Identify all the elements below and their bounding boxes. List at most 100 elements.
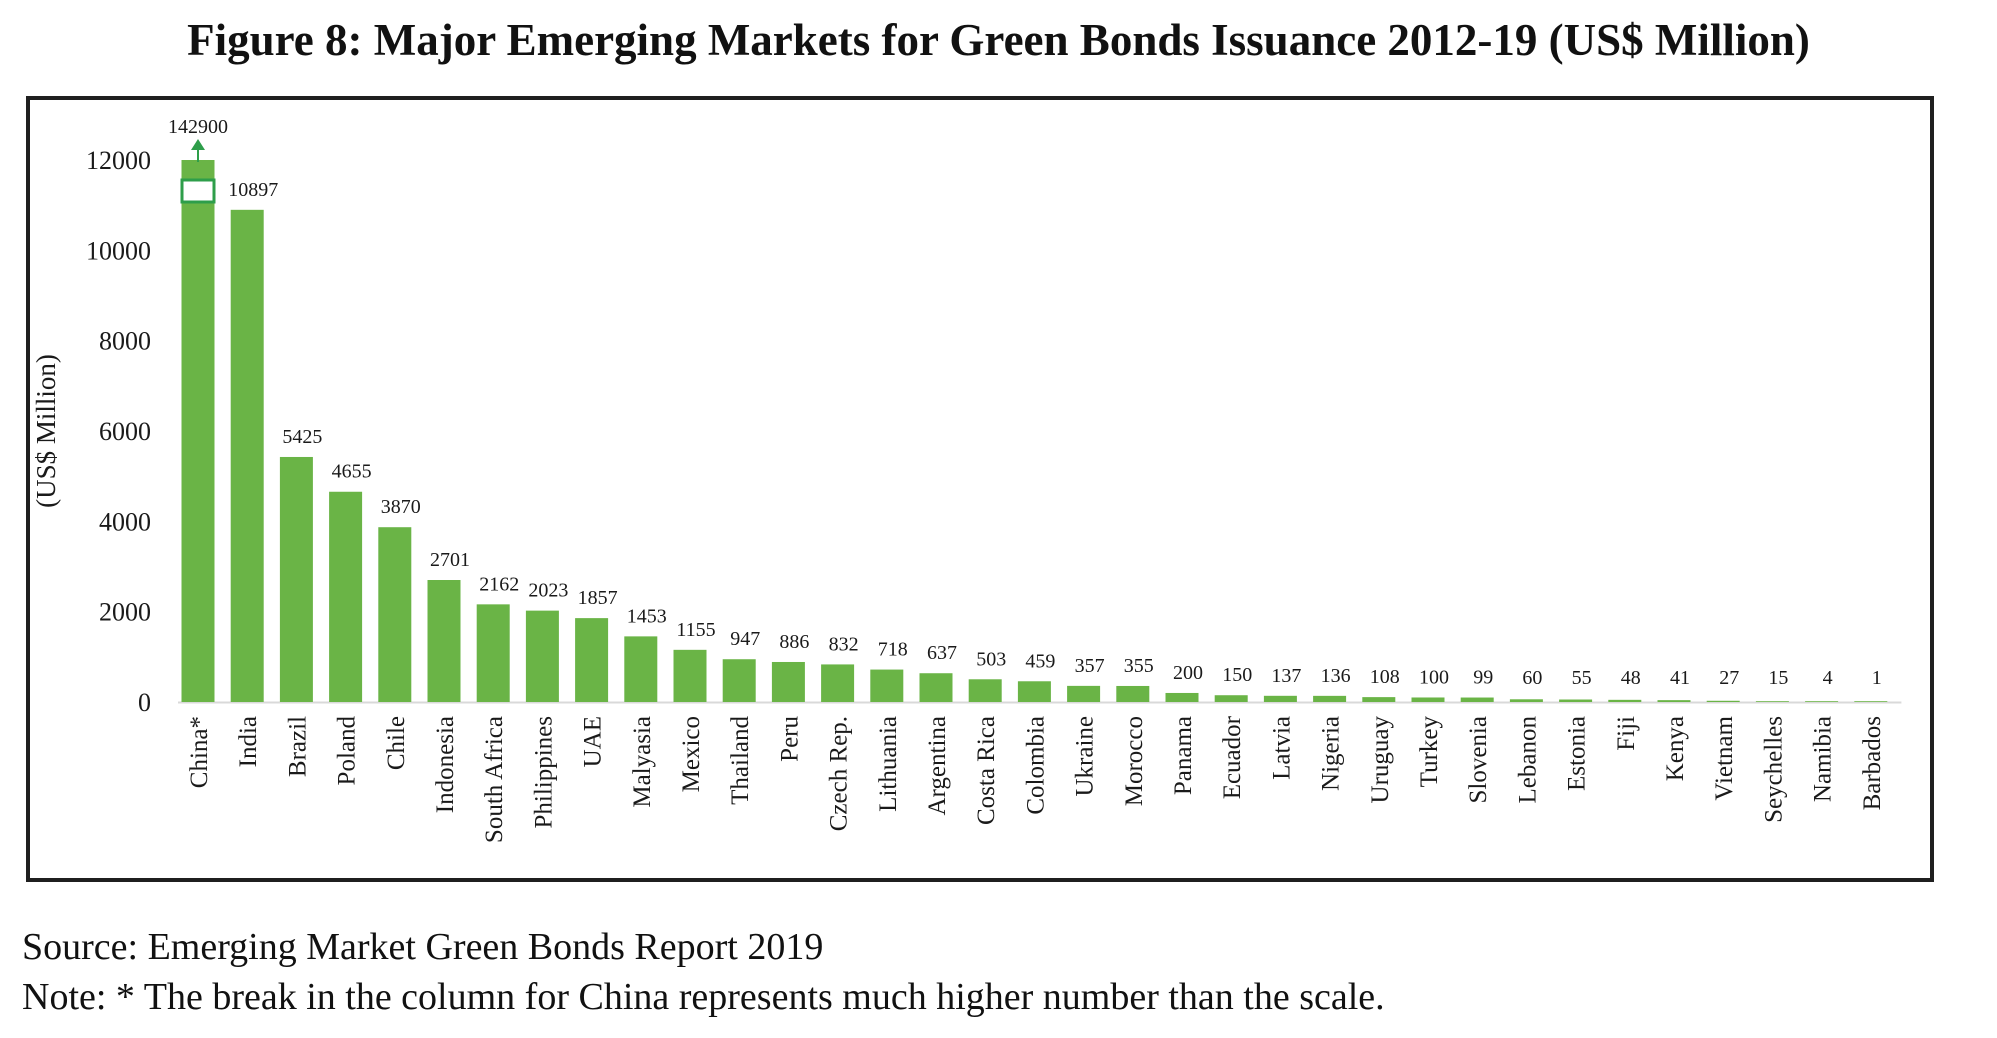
bar-lithuania [870, 669, 904, 702]
category-label: Mexico [678, 716, 705, 792]
bar-uruguay [1362, 697, 1396, 702]
bar-fiji [1608, 699, 1642, 702]
y-tick-label: 10000 [86, 236, 151, 265]
category-label: India [235, 716, 262, 767]
value-label: 2023 [528, 580, 568, 602]
value-label: 718 [878, 639, 908, 661]
bar-namibia [1805, 701, 1839, 702]
bar-czech-rep [821, 664, 855, 702]
value-label: 136 [1321, 665, 1351, 687]
value-label: 108 [1370, 666, 1400, 688]
chart-frame [26, 96, 1934, 882]
value-label: 1155 [676, 619, 715, 641]
value-label: 4655 [332, 461, 372, 483]
value-label: 55 [1572, 667, 1592, 689]
category-label: Thailand [727, 716, 754, 805]
category-label: Philippines [530, 716, 557, 829]
bar-malyasia [624, 636, 658, 702]
category-label: Czech Rep. [826, 716, 853, 831]
value-label: 357 [1075, 655, 1105, 677]
bar-turkey [1411, 697, 1445, 702]
bar-indonesia [427, 580, 461, 702]
y-tick-label: 12000 [86, 146, 151, 175]
category-label: China* [186, 716, 213, 788]
category-label: Colombia [1022, 716, 1049, 815]
category-label: Ecuador [1219, 715, 1246, 799]
y-tick-label: 0 [138, 688, 151, 717]
value-label: 5425 [282, 426, 322, 448]
bar-nigeria [1313, 695, 1347, 702]
category-label: Turkey [1416, 716, 1443, 788]
category-label: Argentina [924, 716, 951, 816]
value-label: 48 [1621, 667, 1641, 689]
bar-thailand [722, 659, 756, 702]
category-label: Poland [334, 716, 361, 786]
break-arrow-head [191, 139, 205, 150]
category-label: Indonesia [432, 716, 459, 813]
category-label: Fiji [1613, 716, 1640, 751]
china-break-marker [180, 139, 216, 204]
bar-peru [771, 661, 805, 702]
value-label: 832 [829, 633, 859, 655]
bar-brazil [279, 456, 313, 702]
bars [181, 160, 1888, 702]
category-label: UAE [580, 716, 607, 767]
category-label: Panama [1170, 716, 1197, 795]
figure-title: Figure 8: Major Emerging Markets for Gre… [187, 15, 1810, 65]
category-label: Morocco [1121, 716, 1148, 806]
value-label: 2701 [430, 549, 470, 571]
bar-ecuador [1214, 695, 1248, 702]
y-axis-title: (US$ Million) [31, 354, 61, 508]
bar-poland [329, 491, 363, 702]
category-label: Estonia [1564, 716, 1591, 791]
category-label: Seychelles [1760, 716, 1787, 823]
value-label: 15 [1768, 667, 1788, 689]
value-label: 200 [1173, 662, 1203, 684]
bar-latvia [1263, 695, 1297, 702]
bar-argentina [919, 673, 953, 702]
y-tick-label: 6000 [99, 417, 151, 446]
y-tick-label: 4000 [99, 507, 151, 536]
value-label: 3870 [381, 496, 421, 518]
category-label: Slovenia [1465, 716, 1492, 804]
bar-philippines [525, 610, 559, 702]
bar-south-africa [476, 604, 510, 702]
bar-ukraine [1067, 685, 1101, 702]
category-label: Nigeria [1318, 716, 1345, 791]
bar-mexico [673, 649, 707, 702]
value-label: 60 [1522, 667, 1542, 689]
category-label: Chile [383, 716, 410, 770]
value-label: 637 [927, 642, 957, 664]
category-label: Latvia [1268, 716, 1295, 780]
bar-colombia [1017, 681, 1051, 702]
bar-slovenia [1460, 697, 1494, 702]
value-label: 1857 [578, 587, 618, 609]
y-tick-label: 2000 [99, 598, 151, 627]
bar-lebanon [1509, 699, 1543, 702]
bar-panama [1165, 692, 1199, 702]
value-label: 137 [1271, 665, 1301, 687]
category-labels: China* India Brazil Poland Chile Indonesia Sou… [186, 715, 1886, 843]
value-label: 503 [976, 648, 1006, 670]
value-label: 1 [1872, 667, 1882, 689]
value-label: 1453 [627, 605, 667, 627]
category-label: Uruguay [1367, 716, 1394, 804]
bar-vietnam [1706, 700, 1740, 702]
category-label: South Africa [481, 716, 508, 843]
bar-estonia [1559, 699, 1593, 702]
footnote: Note: * The break in the column for Chin… [22, 976, 1385, 1018]
value-label: 99 [1473, 667, 1493, 689]
value-label: 2162 [479, 573, 519, 595]
category-label: Lebanon [1514, 716, 1541, 804]
value-label: 142900 [168, 116, 228, 138]
category-label: Brazil [284, 716, 311, 777]
value-label: 4 [1823, 667, 1833, 689]
value-label: 355 [1124, 655, 1154, 677]
bar-morocco [1116, 685, 1150, 702]
category-label: Ukraine [1072, 716, 1099, 797]
green-bonds-bar-chart: (US$ Million) 02000400060008000100001200… [31, 116, 1902, 843]
value-label: 41 [1670, 667, 1690, 689]
category-label: Namibia [1810, 716, 1837, 802]
category-label: Lithuania [875, 716, 902, 812]
category-label: Barbados [1859, 716, 1886, 810]
